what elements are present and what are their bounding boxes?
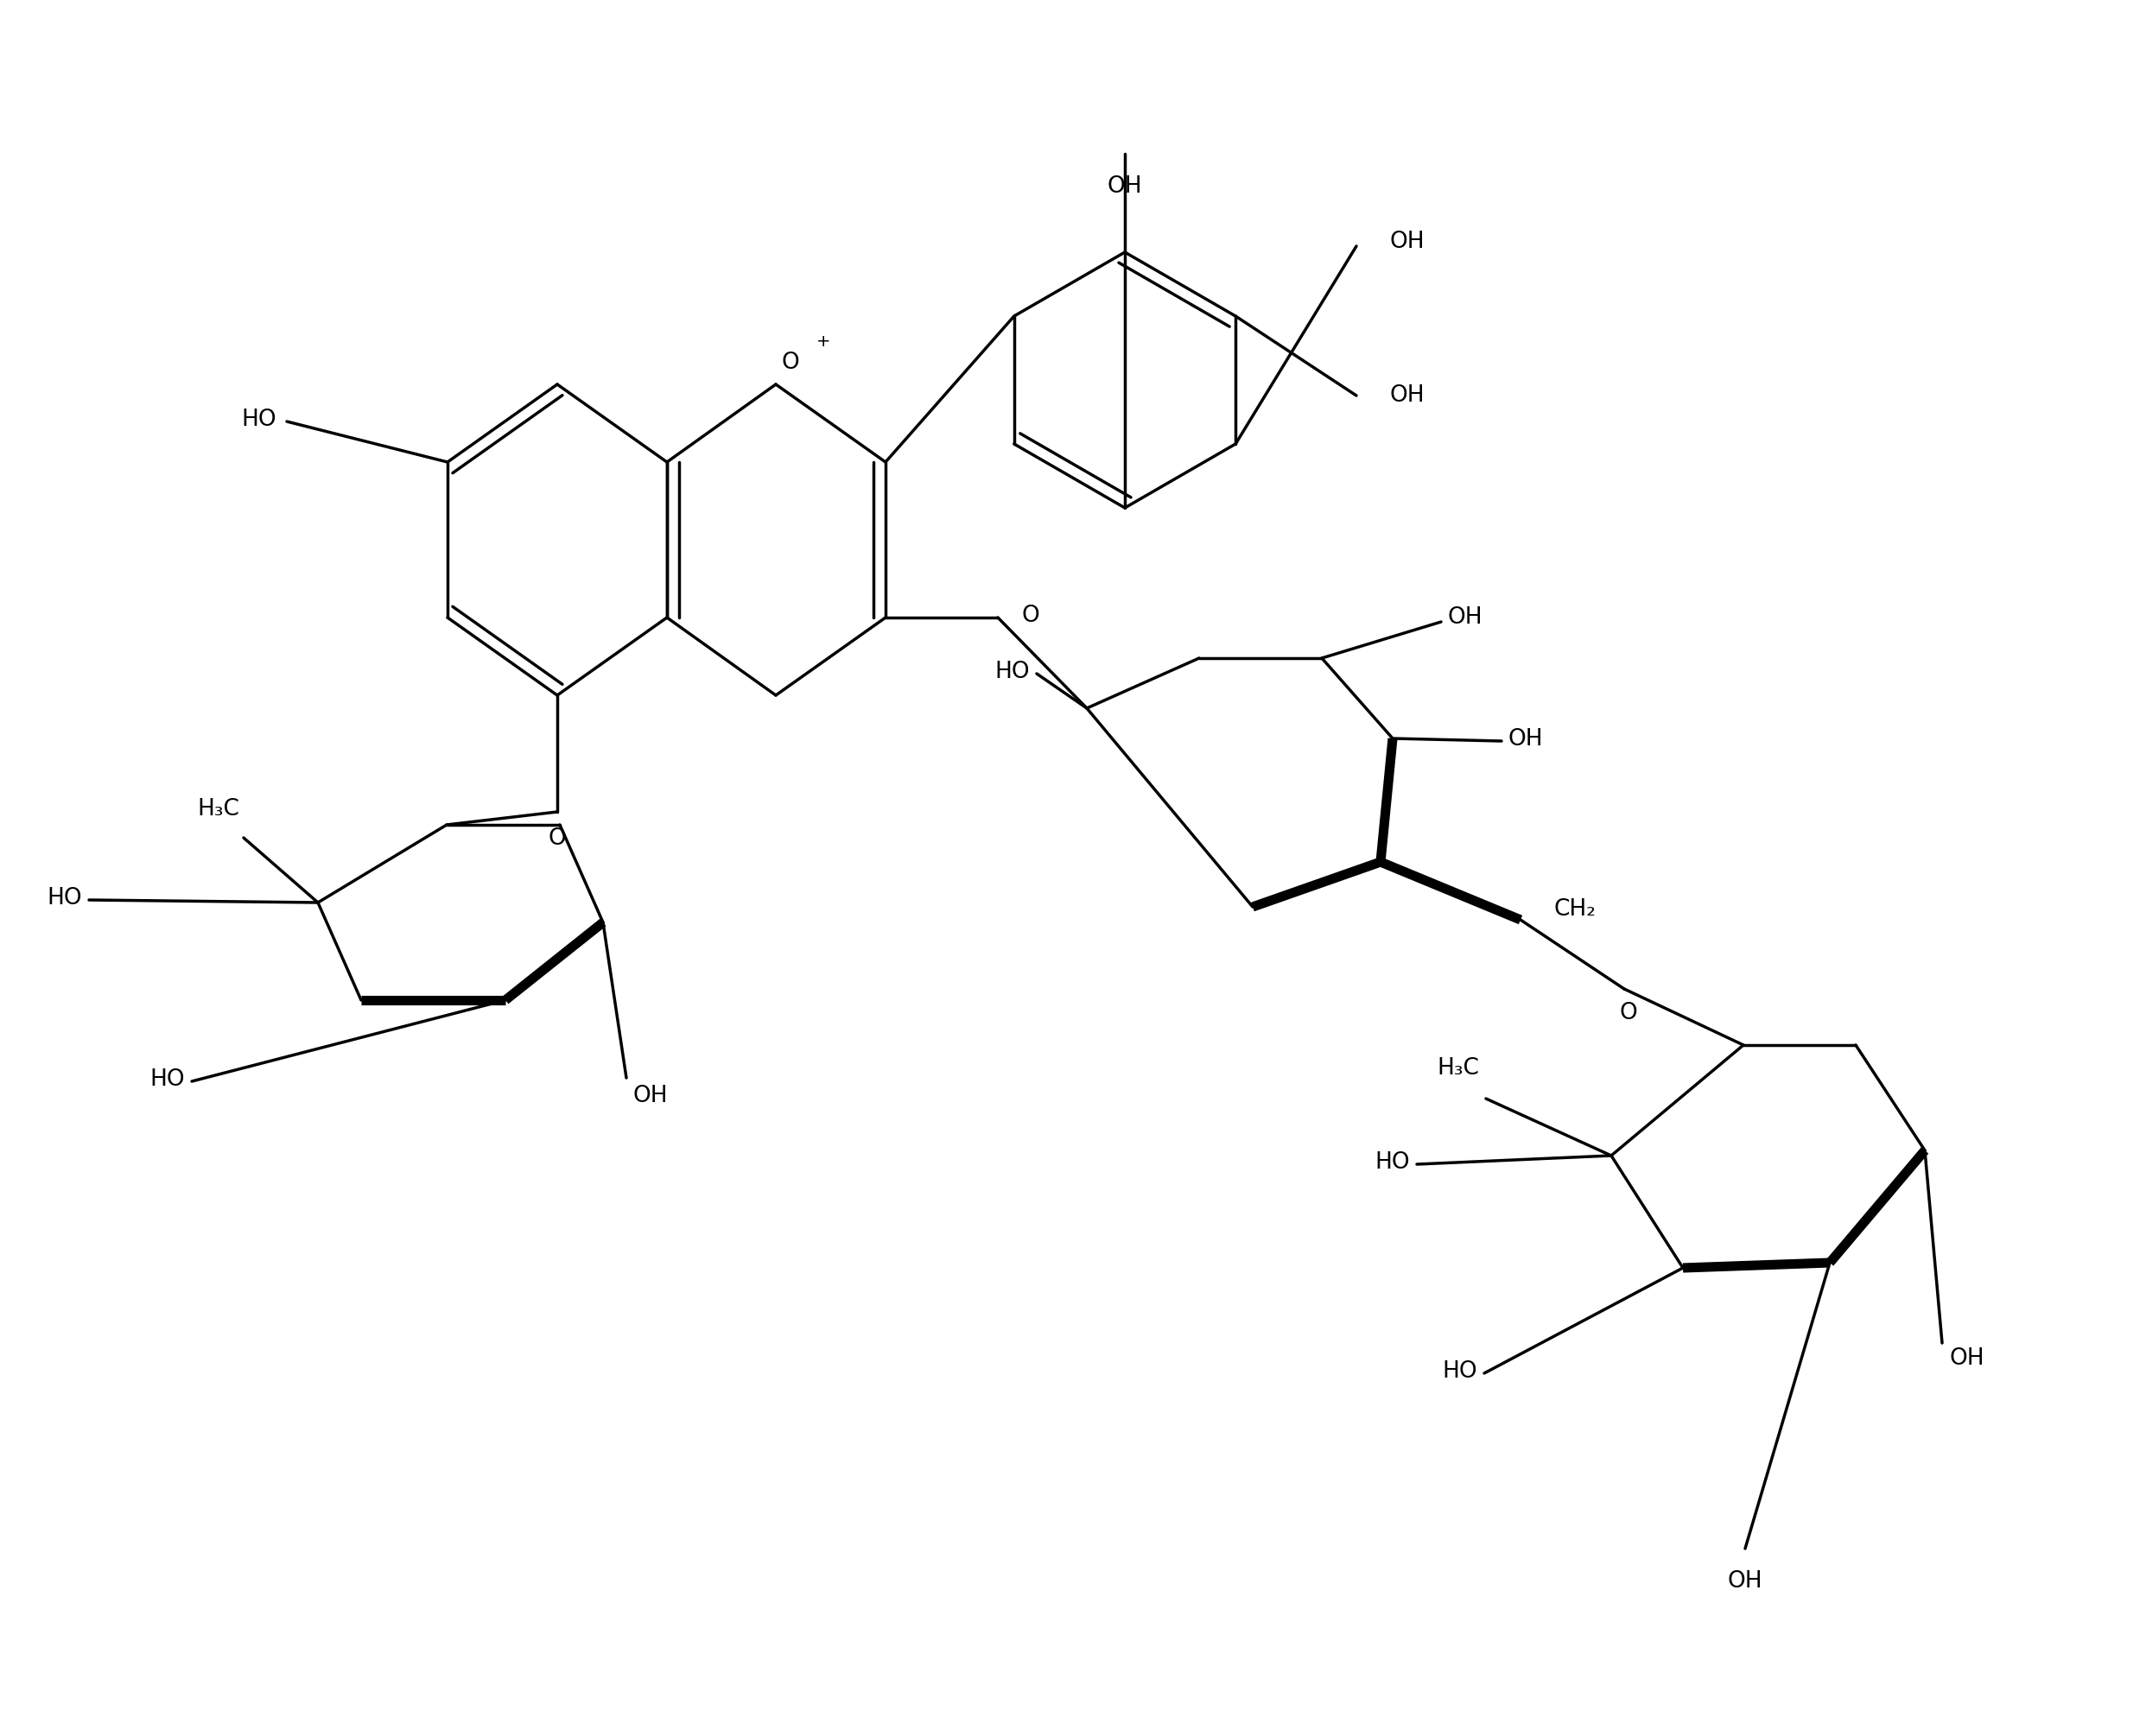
Text: O: O	[547, 828, 567, 851]
Text: HO: HO	[47, 887, 82, 910]
Text: OH: OH	[1728, 1569, 1762, 1592]
Text: O: O	[1021, 604, 1041, 627]
Text: O: O	[1620, 1002, 1637, 1024]
Text: H₃C: H₃C	[1438, 1057, 1479, 1080]
Text: OH: OH	[1509, 727, 1543, 750]
Text: HO: HO	[150, 1068, 185, 1090]
Text: OH: OH	[1388, 384, 1425, 406]
Text: OH: OH	[1449, 606, 1483, 628]
Text: O: O	[781, 351, 800, 373]
Text: HO: HO	[1376, 1151, 1410, 1174]
Text: CH₂: CH₂	[1554, 898, 1597, 920]
Text: OH: OH	[633, 1085, 667, 1108]
Text: +: +	[815, 333, 831, 349]
Text: OH: OH	[1107, 175, 1142, 198]
Text: OH: OH	[1949, 1347, 1985, 1370]
Text: HO: HO	[240, 408, 277, 431]
Text: OH: OH	[1388, 231, 1425, 253]
Text: HO: HO	[996, 661, 1030, 684]
Text: H₃C: H₃C	[197, 799, 240, 821]
Text: HO: HO	[1442, 1361, 1476, 1384]
